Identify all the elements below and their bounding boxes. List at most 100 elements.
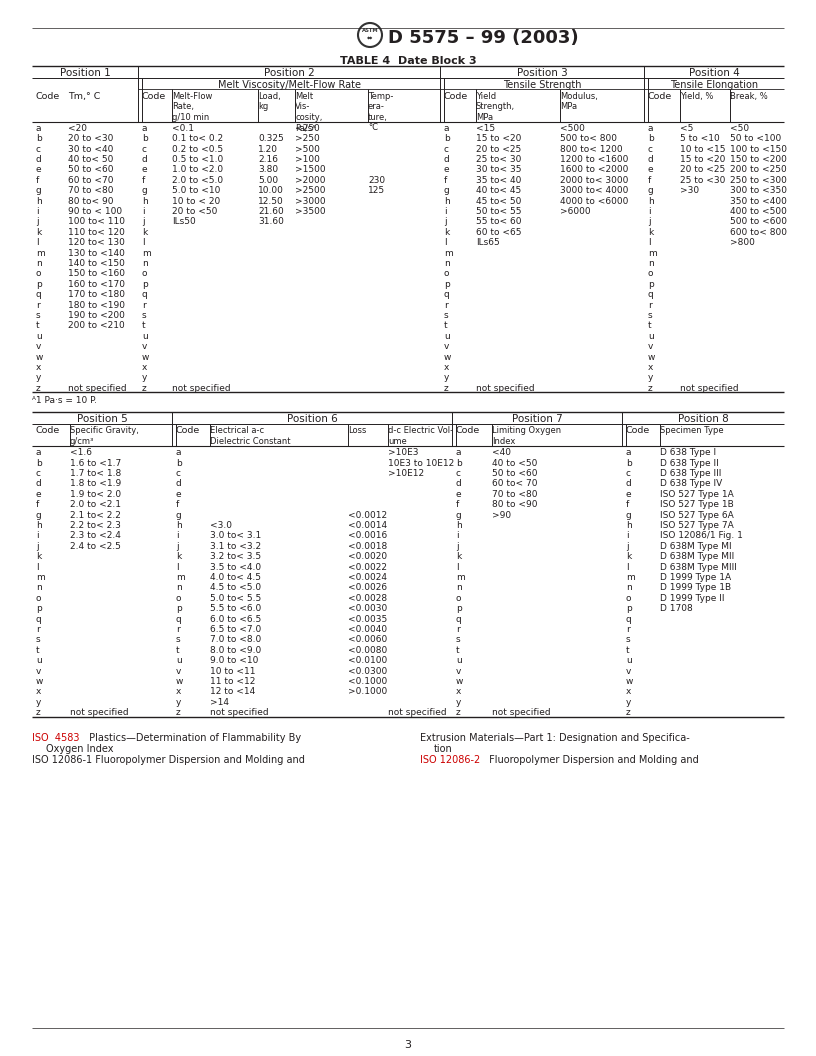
Text: p: p bbox=[36, 604, 42, 614]
Text: h: h bbox=[444, 196, 450, 206]
Text: x: x bbox=[142, 363, 148, 372]
Text: 35 to< 40: 35 to< 40 bbox=[476, 175, 521, 185]
Text: z: z bbox=[176, 709, 181, 717]
Text: j: j bbox=[176, 542, 179, 551]
Text: <0.0022: <0.0022 bbox=[348, 563, 387, 571]
Text: 9.0 to <10: 9.0 to <10 bbox=[210, 656, 259, 665]
Text: s: s bbox=[456, 636, 460, 644]
Text: Code: Code bbox=[456, 427, 481, 435]
Text: b: b bbox=[626, 458, 632, 468]
Text: D 638M Type MI: D 638M Type MI bbox=[660, 542, 732, 551]
Text: 140 to <150: 140 to <150 bbox=[68, 259, 125, 268]
Text: 110 to< 120: 110 to< 120 bbox=[68, 228, 125, 237]
Text: x: x bbox=[626, 687, 632, 696]
Text: 180 to <190: 180 to <190 bbox=[68, 301, 125, 309]
Text: v: v bbox=[626, 666, 632, 676]
Text: k: k bbox=[444, 228, 450, 237]
Text: j: j bbox=[142, 218, 144, 226]
Text: Position 7: Position 7 bbox=[512, 414, 562, 425]
Text: g: g bbox=[176, 511, 182, 520]
Text: z: z bbox=[626, 709, 631, 717]
Text: ISO  4583: ISO 4583 bbox=[32, 733, 79, 742]
Text: o: o bbox=[444, 269, 450, 279]
Text: a: a bbox=[626, 448, 632, 457]
Text: 150 to <200: 150 to <200 bbox=[730, 155, 787, 164]
Text: a: a bbox=[142, 124, 148, 133]
Text: 50 to <100: 50 to <100 bbox=[730, 134, 781, 144]
Text: v: v bbox=[142, 342, 148, 352]
Text: d: d bbox=[648, 155, 654, 164]
Text: r: r bbox=[626, 625, 630, 634]
Text: Position 6: Position 6 bbox=[286, 414, 337, 425]
Text: 2.3 to <2.4: 2.3 to <2.4 bbox=[70, 531, 121, 541]
Text: <0.0030: <0.0030 bbox=[348, 604, 388, 614]
Text: <5: <5 bbox=[680, 124, 694, 133]
Text: >100: >100 bbox=[295, 155, 320, 164]
Text: 20 to <30: 20 to <30 bbox=[68, 134, 113, 144]
Text: f: f bbox=[36, 175, 39, 185]
Text: ILs65: ILs65 bbox=[476, 239, 499, 247]
Text: >2500: >2500 bbox=[295, 186, 326, 195]
Text: p: p bbox=[456, 604, 462, 614]
Text: f: f bbox=[142, 175, 145, 185]
Text: 31.60: 31.60 bbox=[258, 218, 284, 226]
Text: 3: 3 bbox=[405, 1040, 411, 1050]
Text: <0.0026: <0.0026 bbox=[348, 583, 387, 592]
Text: z: z bbox=[142, 383, 147, 393]
Text: b: b bbox=[444, 134, 450, 144]
Text: 0.325: 0.325 bbox=[258, 134, 284, 144]
Text: 400 to <500: 400 to <500 bbox=[730, 207, 787, 216]
Text: w: w bbox=[142, 353, 149, 361]
Text: Tm,° C: Tm,° C bbox=[68, 92, 100, 101]
Text: j: j bbox=[36, 542, 38, 551]
Text: Tensile Elongation: Tensile Elongation bbox=[670, 80, 758, 90]
Text: x: x bbox=[176, 687, 181, 696]
Text: t: t bbox=[444, 321, 448, 331]
Text: 30 to <40: 30 to <40 bbox=[68, 145, 113, 153]
Text: a: a bbox=[444, 124, 450, 133]
Text: l: l bbox=[176, 563, 179, 571]
Text: 80 to< 90: 80 to< 90 bbox=[68, 196, 113, 206]
Text: i: i bbox=[648, 207, 650, 216]
Text: Oxygen Index: Oxygen Index bbox=[46, 743, 113, 754]
Text: f: f bbox=[444, 175, 447, 185]
Text: r: r bbox=[176, 625, 180, 634]
Text: D 1999 Type 1A: D 1999 Type 1A bbox=[660, 573, 731, 582]
Text: 800 to< 1200: 800 to< 1200 bbox=[560, 145, 623, 153]
Text: <0.0040: <0.0040 bbox=[348, 625, 387, 634]
Text: o: o bbox=[176, 593, 181, 603]
Text: g: g bbox=[456, 511, 462, 520]
Text: m: m bbox=[36, 573, 45, 582]
Text: x: x bbox=[36, 687, 42, 696]
Text: D 638M Type MII: D 638M Type MII bbox=[660, 552, 734, 561]
Text: 1.8 to <1.9: 1.8 to <1.9 bbox=[70, 479, 122, 488]
Text: 100 to< 110: 100 to< 110 bbox=[68, 218, 125, 226]
Text: 30 to< 35: 30 to< 35 bbox=[476, 166, 521, 174]
Text: m: m bbox=[444, 248, 453, 258]
Text: i: i bbox=[142, 207, 144, 216]
Text: h: h bbox=[456, 521, 462, 530]
Text: w: w bbox=[176, 677, 184, 686]
Text: <0.1: <0.1 bbox=[172, 124, 194, 133]
Text: l: l bbox=[648, 239, 650, 247]
Text: b: b bbox=[176, 458, 182, 468]
Text: t: t bbox=[36, 646, 40, 655]
Text: t: t bbox=[648, 321, 652, 331]
Text: l: l bbox=[142, 239, 144, 247]
Text: h: h bbox=[176, 521, 182, 530]
Text: a: a bbox=[36, 124, 42, 133]
Text: 2.0 to <5.0: 2.0 to <5.0 bbox=[172, 175, 223, 185]
Text: 200 to <210: 200 to <210 bbox=[68, 321, 125, 331]
Text: 200 to <250: 200 to <250 bbox=[730, 166, 787, 174]
Text: r: r bbox=[36, 625, 40, 634]
Text: v: v bbox=[456, 666, 461, 676]
Text: t: t bbox=[142, 321, 145, 331]
Text: d-c Electric Vol-
ume: d-c Electric Vol- ume bbox=[388, 427, 453, 446]
Text: t: t bbox=[36, 321, 40, 331]
Text: m: m bbox=[36, 248, 45, 258]
Text: x: x bbox=[444, 363, 450, 372]
Text: s: s bbox=[36, 636, 41, 644]
Text: 20 to <25: 20 to <25 bbox=[680, 166, 725, 174]
Text: f: f bbox=[36, 501, 39, 509]
Text: 6.0 to <6.5: 6.0 to <6.5 bbox=[210, 615, 261, 624]
